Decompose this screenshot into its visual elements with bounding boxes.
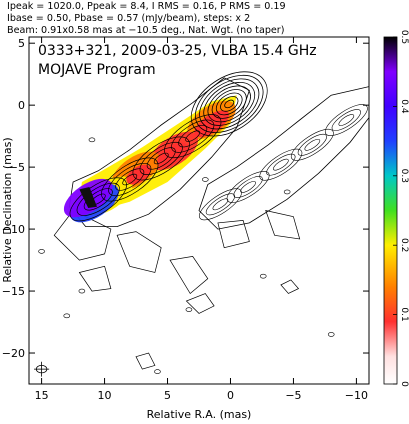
header-line-2: Ibase = 0.50, Pbase = 0.57 (mJy/beam), s… [7, 13, 250, 24]
diffuse-contour [169, 256, 209, 295]
x-tick-label: 15 [35, 389, 49, 402]
colorbar-tick-label: 0.2 [399, 238, 409, 252]
polarization-peak [157, 142, 188, 167]
polarized-jet-contour [324, 104, 368, 136]
core-contour [199, 78, 260, 130]
y-axis-label: Relative Declination (mas) [1, 137, 14, 282]
jet-contour [132, 136, 190, 181]
noise-contour [63, 313, 71, 319]
diffuse-contour [53, 210, 112, 261]
polarized-jet-contour [338, 114, 355, 126]
jet-contour [101, 157, 159, 202]
plot-content [34, 71, 369, 377]
jet-contour [69, 177, 127, 222]
polarized-jet-contour [240, 181, 256, 193]
colorbar-tick-label: 0.3 [399, 169, 409, 183]
colorbar [383, 36, 398, 385]
x-tick-label: −5 [285, 389, 301, 402]
noise-contour [78, 288, 86, 294]
diffuse-contour [185, 293, 215, 314]
jet-contour [185, 130, 201, 142]
y-tick-label: −5 [9, 161, 25, 174]
jet-contour [153, 152, 169, 165]
colorbar-tick-label: 0.4 [399, 99, 409, 114]
x-axis-ticks: 15 10 5 0 −5 −10 [35, 37, 368, 402]
polarized-jet-contour [233, 176, 263, 198]
diffuse-contour [135, 352, 156, 370]
noise-contour [327, 332, 335, 337]
noise-contour [259, 273, 267, 279]
core-contour [207, 85, 251, 123]
jet-contour [83, 188, 113, 211]
jet-contour [122, 173, 138, 186]
core-contour [224, 99, 235, 109]
noise-contour [201, 177, 209, 182]
noise-contour [88, 137, 96, 143]
y-tick-label: −10 [2, 223, 25, 236]
polarized-jet-contour [304, 138, 321, 151]
header-line-3: Beam: 0.91x0.58 mas at −10.5 deg., Nat. … [7, 25, 285, 36]
jet-contour [76, 182, 120, 216]
colorbar-tick-label: 0.1 [399, 307, 409, 321]
polarized-jet-contour [331, 109, 361, 131]
panel-title: 0333+321, 2009-03-25, VLBA 15.4 GHz [38, 43, 317, 59]
core-contour [215, 92, 243, 116]
noise-contour [154, 369, 161, 374]
x-tick-label: 10 [98, 389, 112, 402]
x-tick-label: 5 [164, 389, 171, 402]
x-tick-label: 0 [227, 389, 234, 402]
polarized-jet-contour [205, 193, 236, 216]
y-tick-label: −20 [2, 347, 25, 360]
jet-contour [178, 125, 208, 148]
x-axis-label: Relative R.A. (mas) [147, 408, 252, 421]
polarized-jet-contour [199, 188, 242, 221]
polarization-peak [126, 164, 151, 185]
jet-contour [146, 147, 176, 170]
polarized-jet-outer-contour [198, 86, 369, 230]
polarized-diffuse-contour [280, 279, 300, 294]
polarized-jet-contour [297, 133, 327, 156]
polarized-jet-contour [226, 171, 270, 203]
polarized-jet-contour [212, 198, 229, 211]
noise-contour [283, 189, 291, 195]
diffuse-contour [116, 231, 162, 273]
noise-contour [38, 249, 45, 254]
polarized-jet-contour [290, 128, 334, 161]
polarized-diffuse-contour [265, 210, 301, 240]
plot-frame [28, 36, 370, 385]
noise-contour [185, 307, 193, 312]
polarized-jet-contour [266, 153, 296, 176]
jet-contour [171, 119, 215, 153]
header-line-1: Ipeak = 1020.0, Ppeak = 8.4, I RMS = 0.1… [7, 1, 286, 12]
core-contour [195, 74, 264, 133]
core-contour [220, 96, 239, 112]
y-tick-label: 5 [18, 37, 25, 50]
polarized-jet-contour [259, 148, 303, 181]
colorbar-tick-label: 0.5 [399, 30, 409, 44]
y-axis-ticks: 5 0 −5 −10 −15 −20 [2, 37, 369, 360]
y-tick-label: 0 [18, 99, 25, 112]
polarization-edge [79, 186, 97, 209]
jet-contour [115, 168, 145, 191]
x-tick-label: −10 [345, 389, 368, 402]
polarized-jet-contour [273, 158, 289, 171]
polarization-peak [194, 110, 230, 138]
diffuse-contour [78, 265, 112, 292]
colorbar-tick-label: 0 [399, 381, 409, 387]
colorbar-ticks: 0 0.1 0.2 0.3 0.4 0.5 [393, 30, 409, 387]
polarized-diffuse-contour [217, 220, 250, 249]
jet-contour [108, 162, 152, 197]
jet-contour [164, 114, 222, 159]
jet-contour [139, 141, 183, 175]
y-tick-label: −15 [2, 285, 25, 298]
panel-subtitle: MOJAVE Program [38, 62, 156, 78]
